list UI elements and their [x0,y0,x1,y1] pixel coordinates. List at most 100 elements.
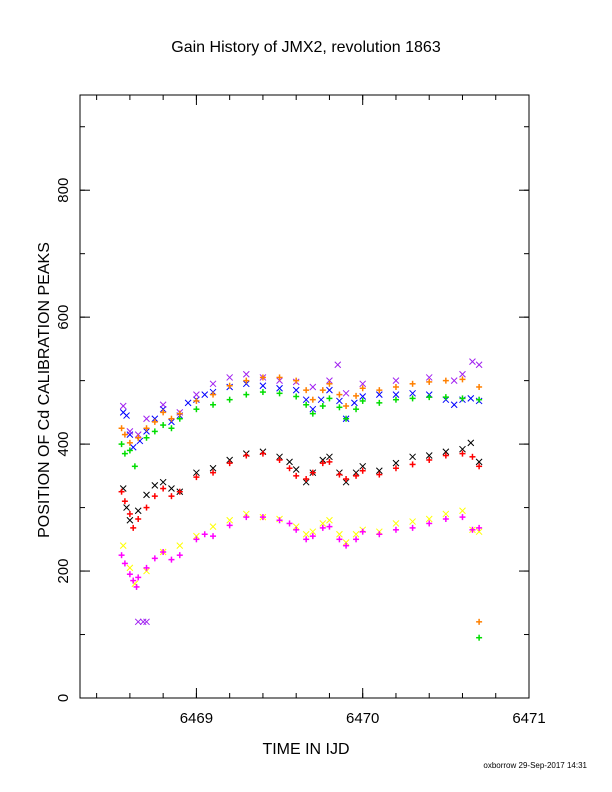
data-point [143,504,150,511]
data-point [242,370,250,378]
data-point [336,471,343,478]
data-point [276,384,283,392]
data-point [303,401,310,408]
data-point [326,395,333,402]
data-point [168,425,175,432]
data-point [210,401,217,408]
data-point [135,516,142,523]
data-point [376,399,383,406]
data-point [459,370,466,378]
data-point [359,528,366,535]
data-point [376,387,383,394]
data-point [276,453,283,461]
data-point [467,395,475,402]
data-point [201,531,208,538]
data-point [243,377,250,384]
data-point [303,476,310,483]
data-point [476,396,483,403]
data-point [376,531,383,538]
data-point [143,425,150,432]
data-point [469,526,476,533]
data-point [303,387,310,394]
data-point [309,410,316,417]
data-point [118,441,125,448]
x-tick-label: 6470 [346,710,379,727]
data-point [118,552,125,559]
data-point [426,520,433,527]
data-point [303,536,310,543]
data-point [343,415,350,422]
data-point [359,462,367,470]
data-points [118,358,483,641]
data-point [426,378,433,385]
data-point [343,542,350,549]
data-point [193,536,200,543]
data-point [160,409,167,416]
y-tick-label: 600 [55,305,72,330]
data-point [126,510,133,517]
data-point [459,507,466,515]
data-point [286,458,293,466]
data-point [459,395,466,402]
y-tick-label: 800 [55,178,72,203]
data-point [309,533,316,540]
data-point [226,396,233,403]
data-point [442,394,449,401]
data-point [359,380,367,388]
data-point [135,434,142,441]
data-point [126,447,133,454]
data-point [426,456,433,463]
data-point [126,439,133,446]
data-point [425,515,433,523]
data-point [126,428,134,435]
data-point [193,397,200,404]
data-point [130,577,137,584]
x-axis-ticks: 6469 6470 6471 [180,95,546,727]
data-point [168,493,175,500]
data-point [336,536,343,543]
data-point [352,469,360,477]
data-point [476,463,483,470]
data-point [359,385,366,392]
data-point [126,431,134,438]
data-point [143,434,150,441]
data-point [450,377,458,384]
data-point [475,458,483,466]
data-point [226,516,234,524]
data-point [392,377,400,384]
data-point [184,399,192,407]
data-point [134,507,142,515]
data-point [286,465,293,472]
data-point [409,461,416,468]
data-point [123,412,130,419]
data-point [392,465,399,472]
data-point [469,358,476,365]
data-point [336,391,343,398]
data-point [139,618,147,626]
data-point [160,485,167,492]
data-point [151,418,158,425]
data-point [336,530,343,538]
data-point [309,405,317,413]
data-point [151,482,159,489]
data-point [459,445,466,453]
data-point [319,524,326,531]
data-point [292,466,300,473]
data-point [293,393,300,400]
data-point [409,518,416,525]
data-point [409,389,416,397]
x-tick-label: 6469 [180,710,213,727]
y-tick-label: 0 [55,694,72,702]
data-point [326,516,333,524]
data-point [476,383,483,390]
data-point [336,397,343,405]
data-point [193,469,200,477]
data-point [210,533,217,540]
data-point [243,391,250,398]
data-point [343,476,350,483]
data-point [143,618,150,626]
data-point [160,422,167,429]
data-point [459,450,466,457]
data-point [176,552,183,559]
data-point [351,399,358,407]
